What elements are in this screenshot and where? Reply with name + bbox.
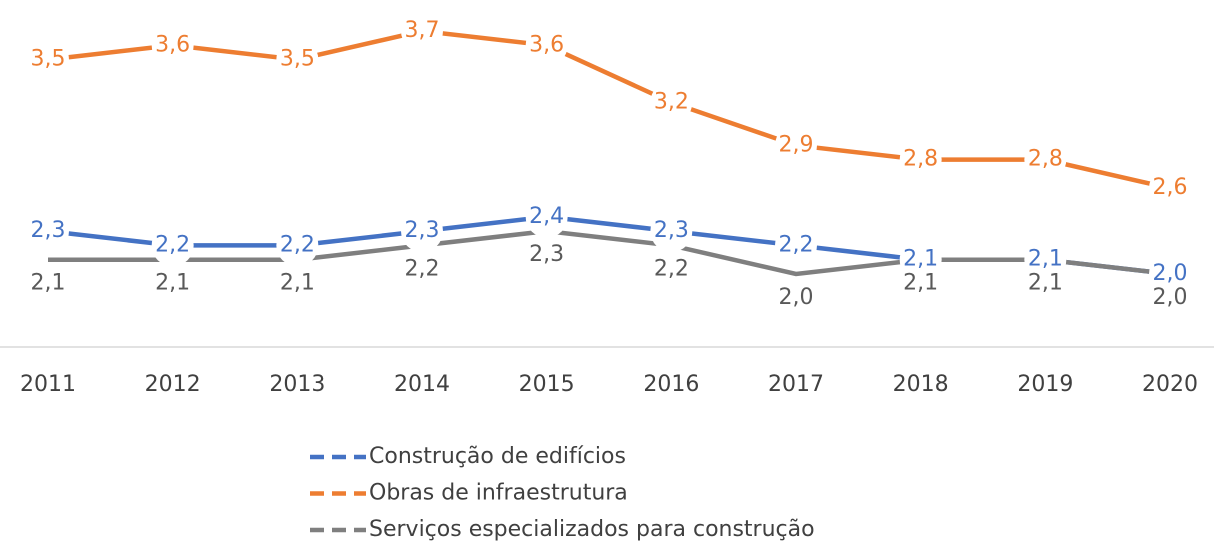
data-label: 3,5 [31,47,66,72]
data-label: 2,2 [779,232,814,257]
data-label: 3,6 [529,32,564,57]
label-background [650,81,693,124]
data-label: 2,2 [155,232,190,257]
data-label: 2,1 [1028,271,1063,296]
data-label: 2,3 [529,242,564,267]
x-tick-label: 2013 [269,372,325,397]
data-label: 2,0 [1153,261,1188,286]
data-label: 2,1 [903,247,938,272]
x-tick-label: 2011 [20,372,76,397]
label-background [1149,167,1191,210]
label-background [899,238,942,281]
data-label: 2,9 [779,132,814,157]
series-line [47,214,1171,277]
legend-label: Construção de edifícios [369,444,626,469]
label-background [1024,138,1067,181]
data-label: 3,5 [280,47,315,72]
data-label: 2,6 [1153,175,1188,200]
label-background [27,38,69,81]
data-label: 2,2 [405,256,440,281]
data-label: 2,1 [1028,247,1063,272]
x-tick-label: 2014 [394,372,450,397]
label-background [27,210,69,253]
data-label: 2,0 [779,285,814,310]
x-tick-label: 2019 [1017,372,1073,397]
label-background [276,38,319,81]
label-background [775,124,817,167]
data-label: 3,2 [654,89,689,114]
label-background [1149,253,1191,295]
label-background [401,210,443,253]
data-label: 2,2 [654,256,689,281]
data-label: 2,1 [31,271,66,296]
data-label: 2,4 [529,204,564,229]
data-label: 2,1 [903,271,938,296]
data-label: 2,1 [155,271,190,296]
legend-label: Obras de infraestrutura [369,481,628,506]
data-label: 2,8 [903,147,938,172]
label-background [1024,238,1067,281]
x-tick-label: 2015 [519,372,575,397]
data-label: 3,7 [405,18,440,43]
series-line [48,228,1171,277]
label-background [151,24,194,67]
label-background [525,24,568,67]
label-background [151,224,194,267]
x-tick-label: 2012 [145,372,201,397]
legend-label: Serviços especializados para construção [369,517,815,542]
label-background [899,138,942,181]
label-background [401,10,443,52]
label-background [276,224,319,267]
data-label: 2,1 [280,271,315,296]
label-background [650,210,693,253]
x-tick-label: 2018 [893,372,949,397]
data-label: 2,3 [405,218,440,243]
data-label: 3,6 [155,32,190,57]
data-label: 2,3 [654,218,689,243]
data-label: 2,8 [1028,147,1063,172]
x-tick-label: 2016 [643,372,699,397]
label-background [525,195,568,238]
data-label: 2,3 [31,218,66,243]
series-line [47,28,1171,191]
x-tick-label: 2020 [1142,372,1198,397]
label-background [775,224,817,267]
data-label: 2,2 [280,232,315,257]
data-label: 2,0 [1153,285,1188,310]
x-tick-label: 2017 [768,372,824,397]
